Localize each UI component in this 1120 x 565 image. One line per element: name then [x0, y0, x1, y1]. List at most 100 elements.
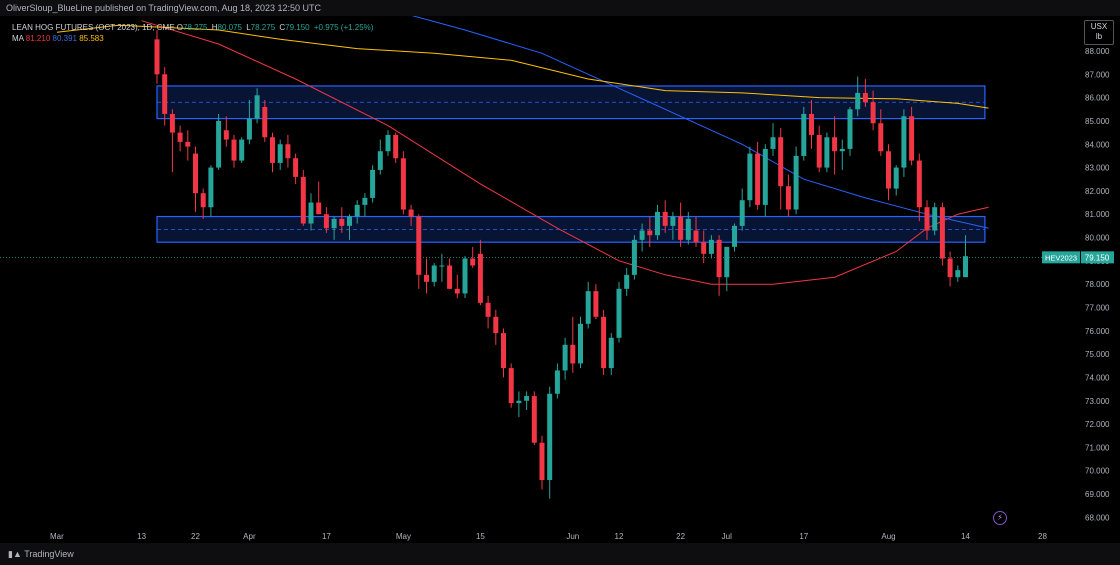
- candle-body[interactable]: [270, 137, 275, 163]
- candle-body[interactable]: [485, 302, 491, 317]
- candle-body[interactable]: [624, 274, 630, 289]
- candle-body[interactable]: [662, 211, 668, 226]
- candle-body[interactable]: [793, 155, 799, 210]
- candle-body[interactable]: [739, 200, 745, 226]
- candle-body[interactable]: [262, 106, 268, 138]
- candle-body[interactable]: [809, 113, 814, 135]
- candle-body[interactable]: [732, 225, 737, 247]
- candle-body[interactable]: [570, 344, 576, 364]
- candle-body[interactable]: [316, 202, 322, 215]
- candle-body[interactable]: [416, 216, 422, 275]
- candle-body[interactable]: [216, 120, 222, 168]
- candle-body[interactable]: [470, 258, 476, 266]
- candle-body[interactable]: [693, 230, 699, 243]
- candle-body[interactable]: [670, 216, 676, 226]
- candle-body[interactable]: [762, 148, 768, 205]
- candle-body[interactable]: [154, 39, 160, 75]
- candle-body[interactable]: [631, 239, 637, 275]
- candle-body[interactable]: [639, 230, 645, 240]
- candle-body[interactable]: [393, 134, 399, 159]
- candle-body[interactable]: [331, 218, 337, 229]
- candle-body[interactable]: [501, 333, 506, 369]
- candle-body[interactable]: [947, 258, 953, 278]
- candle-body[interactable]: [893, 167, 899, 189]
- candle-body[interactable]: [347, 216, 352, 226]
- candle-body[interactable]: [531, 396, 537, 443]
- candle-body[interactable]: [963, 256, 968, 278]
- candle-body[interactable]: [508, 368, 514, 404]
- tradingview-logo-icon[interactable]: ▮▲: [8, 549, 22, 559]
- candle-body[interactable]: [162, 74, 168, 114]
- candle-body[interactable]: [608, 337, 614, 369]
- candle-body[interactable]: [870, 102, 876, 124]
- candle-body[interactable]: [562, 344, 568, 371]
- candle-body[interactable]: [323, 214, 329, 229]
- candle-body[interactable]: [939, 207, 945, 259]
- candle-body[interactable]: [778, 137, 784, 187]
- candle-body[interactable]: [231, 139, 237, 161]
- candle-body[interactable]: [462, 258, 468, 294]
- candle-body[interactable]: [400, 158, 406, 210]
- candle-body[interactable]: [878, 123, 884, 152]
- chart-area[interactable]: 88.000 87.000 86.000 85.000 84.000 83.000 82.0…: [0, 16, 1120, 543]
- candle-body[interactable]: [246, 118, 252, 140]
- candle-body[interactable]: [277, 144, 283, 163]
- candle-body[interactable]: [755, 153, 761, 205]
- candle-body[interactable]: [362, 197, 368, 205]
- candle-body[interactable]: [593, 291, 599, 317]
- candle-body[interactable]: [801, 113, 807, 156]
- candle-body[interactable]: [477, 253, 483, 303]
- candle-body[interactable]: [431, 265, 437, 282]
- candle-body[interactable]: [724, 246, 730, 278]
- candle-body[interactable]: [539, 442, 545, 481]
- candle-body[interactable]: [747, 153, 753, 201]
- candle-body[interactable]: [832, 137, 838, 152]
- candle-body[interactable]: [454, 288, 460, 294]
- candle-body[interactable]: [585, 291, 591, 324]
- candle-body[interactable]: [716, 239, 722, 278]
- candle-body[interactable]: [708, 239, 714, 254]
- candle-body[interactable]: [909, 116, 915, 161]
- candle-body[interactable]: [300, 176, 306, 224]
- candle-body[interactable]: [578, 323, 583, 364]
- moving-average-line[interactable]: [141, 20, 989, 285]
- candle-body[interactable]: [770, 137, 776, 149]
- candle-body[interactable]: [424, 274, 429, 282]
- moving-average-line[interactable]: [56, 24, 989, 109]
- candle-body[interactable]: [524, 396, 530, 401]
- candle-body[interactable]: [685, 218, 691, 240]
- candle-body[interactable]: [816, 134, 822, 168]
- candle-body[interactable]: [447, 265, 453, 289]
- candle-body[interactable]: [916, 160, 922, 208]
- candle-body[interactable]: [901, 116, 907, 168]
- candle-body[interactable]: [208, 167, 214, 208]
- candle-body[interactable]: [616, 288, 622, 338]
- candle-body[interactable]: [847, 109, 853, 149]
- candle-body[interactable]: [855, 92, 861, 110]
- candle-body[interactable]: [223, 130, 229, 140]
- candle-body[interactable]: [293, 158, 299, 177]
- price-axis[interactable]: [1080, 16, 1120, 543]
- candle-body[interactable]: [177, 132, 183, 142]
- candle-body[interactable]: [385, 134, 391, 152]
- candle-body[interactable]: [169, 113, 175, 133]
- candle-body[interactable]: [886, 151, 891, 189]
- candle-body[interactable]: [239, 139, 245, 161]
- candle-body[interactable]: [839, 148, 845, 152]
- candle-body[interactable]: [439, 265, 445, 267]
- candle-body[interactable]: [193, 153, 198, 194]
- candle-body[interactable]: [554, 370, 560, 394]
- candle-body[interactable]: [285, 144, 291, 159]
- candle-body[interactable]: [601, 316, 607, 369]
- candle-body[interactable]: [408, 209, 414, 217]
- candle-body[interactable]: [932, 207, 938, 231]
- candle-body[interactable]: [370, 169, 376, 198]
- candle-body[interactable]: [862, 92, 868, 103]
- candle-body[interactable]: [547, 393, 553, 481]
- candle-body[interactable]: [924, 207, 930, 231]
- candle-body[interactable]: [185, 141, 191, 147]
- moving-average-line[interactable]: [142, 16, 989, 229]
- candle-body[interactable]: [955, 270, 961, 278]
- candle-body[interactable]: [516, 400, 522, 404]
- candle-body[interactable]: [785, 186, 791, 210]
